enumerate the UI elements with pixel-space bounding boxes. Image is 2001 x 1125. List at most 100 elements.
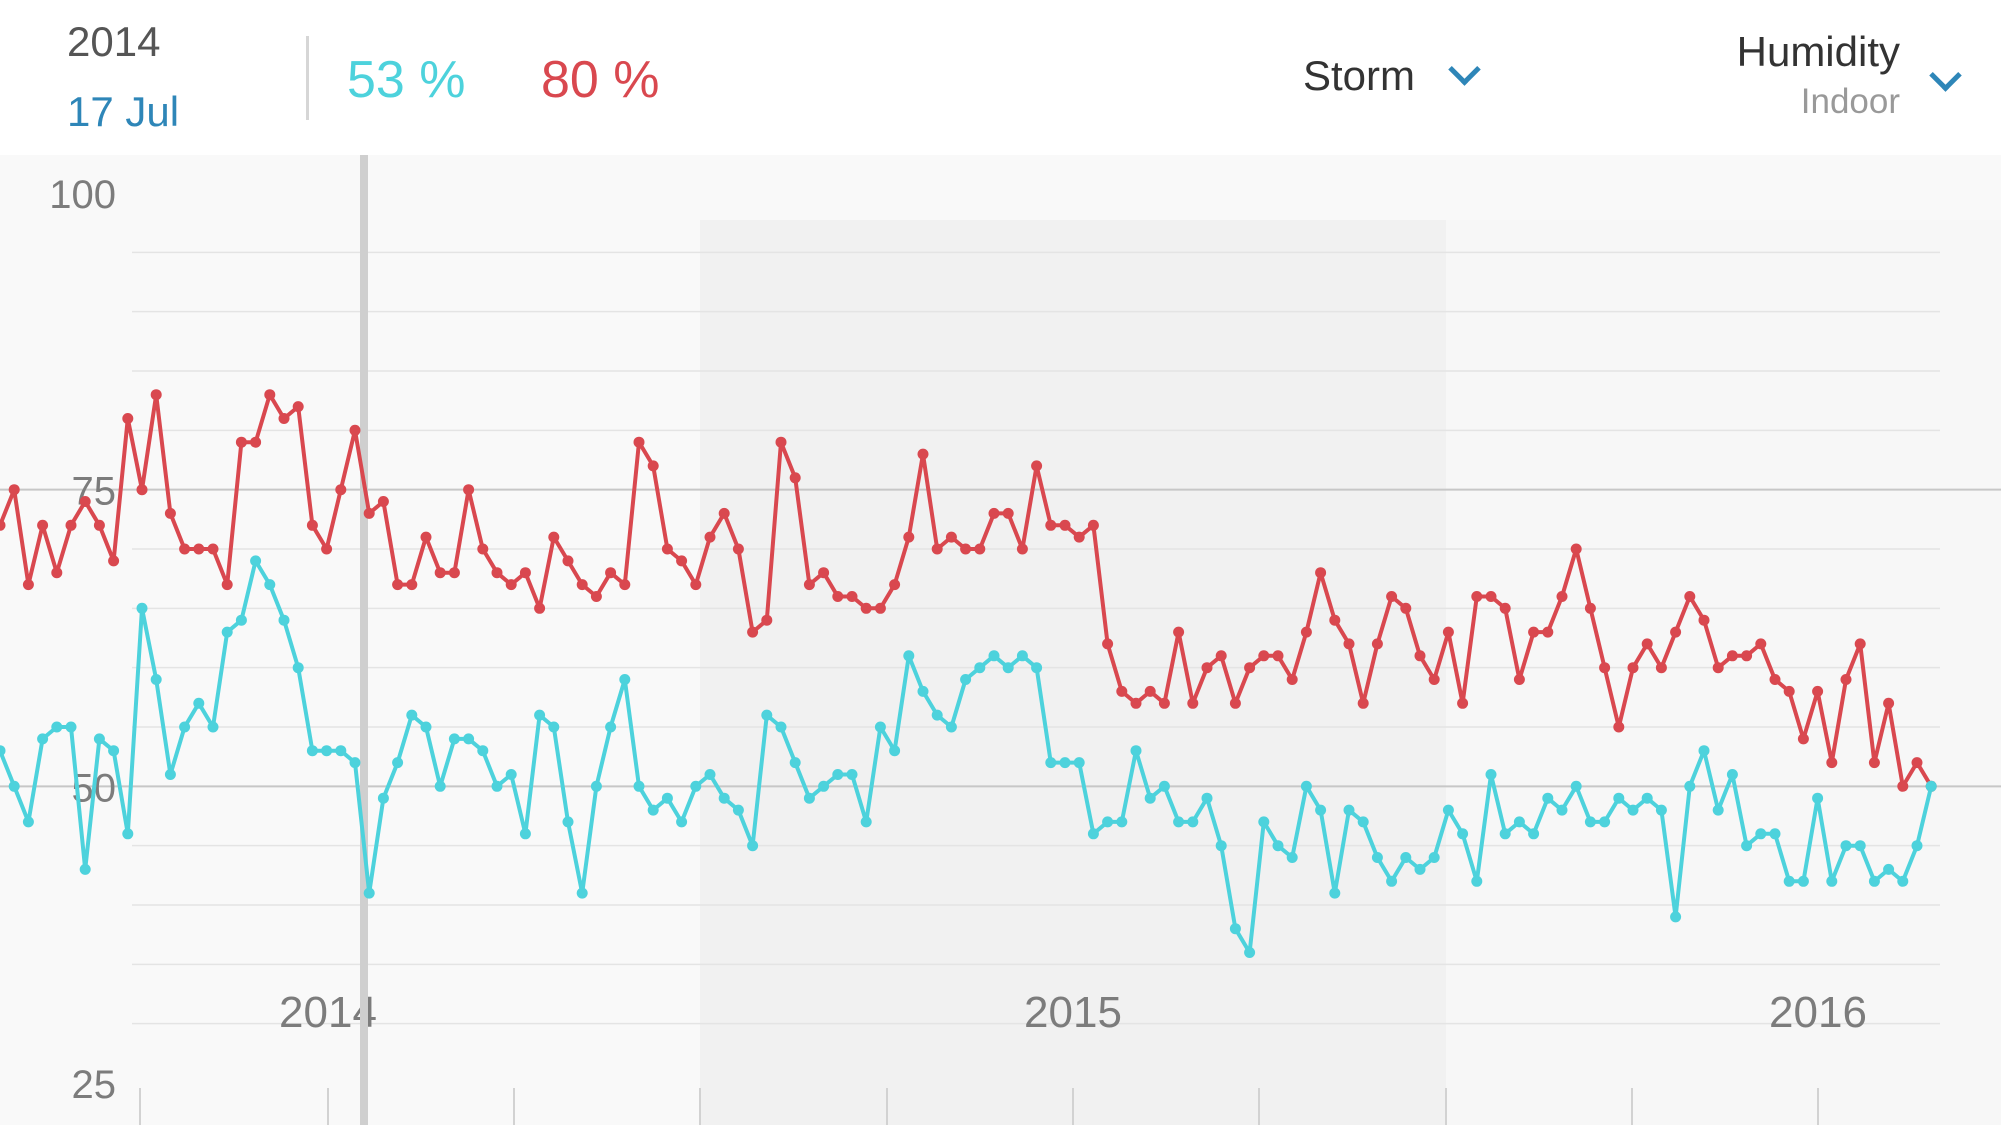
- data-point: [562, 555, 574, 567]
- data-point: [988, 650, 1000, 662]
- data-point: [392, 579, 404, 591]
- data-point: [1371, 638, 1383, 650]
- data-point: [1485, 769, 1497, 780]
- data-point: [1542, 626, 1554, 638]
- data-point: [1059, 519, 1071, 531]
- data-point: [1542, 792, 1554, 804]
- data-point: [761, 614, 773, 626]
- data-point: [491, 567, 503, 579]
- chevron-down-icon: [1929, 59, 1962, 92]
- data-point: [79, 863, 91, 875]
- data-point: [448, 567, 460, 579]
- data-point: [519, 828, 531, 840]
- data-point: [619, 579, 631, 591]
- data-point: [633, 780, 645, 792]
- data-point: [193, 543, 205, 555]
- data-point: [818, 780, 830, 792]
- data-point: [278, 413, 290, 424]
- year-label: 2016: [1769, 988, 1867, 1037]
- data-point: [1300, 780, 1312, 792]
- data-point: [1300, 626, 1312, 638]
- data-point: [1059, 757, 1071, 769]
- data-point: [1471, 591, 1483, 602]
- data-point: [1826, 875, 1838, 887]
- data-point: [434, 780, 446, 792]
- data-point: [1087, 519, 1099, 531]
- data-point: [548, 531, 560, 543]
- data-point: [1840, 674, 1852, 685]
- data-point: [1584, 602, 1596, 614]
- data-point: [1329, 614, 1341, 626]
- data-point: [1570, 543, 1582, 555]
- data-point: [65, 519, 77, 531]
- data-point: [1428, 852, 1440, 863]
- data-point: [647, 804, 659, 816]
- data-point: [1102, 816, 1114, 828]
- data-point: [818, 567, 830, 579]
- data-point: [122, 828, 134, 840]
- data-point: [690, 579, 702, 591]
- data-point: [704, 531, 716, 543]
- data-point: [420, 531, 432, 543]
- data-point: [1457, 697, 1469, 709]
- data-point: [1797, 875, 1809, 887]
- data-point: [1016, 650, 1028, 662]
- data-point: [1769, 828, 1781, 840]
- data-point: [51, 567, 63, 579]
- data-point: [1698, 745, 1710, 757]
- data-point: [1286, 674, 1298, 685]
- metric-dropdown[interactable]: Humidity Indoor: [1737, 28, 1962, 122]
- data-point: [917, 685, 929, 697]
- data-point: [974, 662, 986, 674]
- y-tick-label: 75: [72, 470, 117, 514]
- data-point: [1016, 543, 1028, 555]
- data-point: [1584, 816, 1596, 828]
- data-point: [406, 709, 418, 721]
- data-point: [931, 543, 943, 555]
- data-point: [889, 579, 901, 591]
- data-point: [477, 543, 489, 555]
- data-point: [463, 733, 475, 745]
- data-point: [1911, 840, 1923, 852]
- data-point: [136, 484, 148, 496]
- data-point: [335, 745, 347, 757]
- data-point: [874, 602, 886, 614]
- data-point: [1755, 828, 1767, 840]
- data-point: [1144, 792, 1156, 804]
- data-point: [93, 733, 105, 745]
- data-point: [1556, 804, 1568, 816]
- data-point: [406, 579, 418, 591]
- data-point: [874, 721, 886, 733]
- data-point: [321, 745, 333, 757]
- data-point: [704, 769, 716, 780]
- data-point: [1783, 685, 1795, 697]
- data-point: [179, 721, 191, 733]
- data-point: [1457, 828, 1469, 840]
- data-point: [747, 626, 759, 638]
- data-point: [747, 840, 759, 852]
- data-point: [1045, 519, 1057, 531]
- data-point: [1187, 697, 1199, 709]
- data-point: [1258, 816, 1270, 828]
- data-point: [207, 721, 219, 733]
- data-point: [108, 555, 120, 567]
- data-point: [974, 543, 986, 555]
- storm-dropdown[interactable]: Storm: [1303, 52, 1481, 100]
- data-point: [150, 674, 162, 685]
- data-point: [1726, 650, 1738, 662]
- data-point: [1201, 662, 1213, 674]
- data-point: [1258, 650, 1270, 662]
- data-point: [363, 887, 375, 899]
- data-point: [917, 448, 929, 460]
- data-point: [676, 816, 688, 828]
- data-point: [1897, 875, 1909, 887]
- data-point: [661, 543, 673, 555]
- data-point: [1868, 757, 1880, 769]
- data-point: [960, 674, 972, 685]
- data-point: [434, 567, 446, 579]
- data-point: [1414, 863, 1426, 875]
- data-point: [377, 792, 389, 804]
- data-point: [945, 531, 957, 543]
- data-point: [931, 709, 943, 721]
